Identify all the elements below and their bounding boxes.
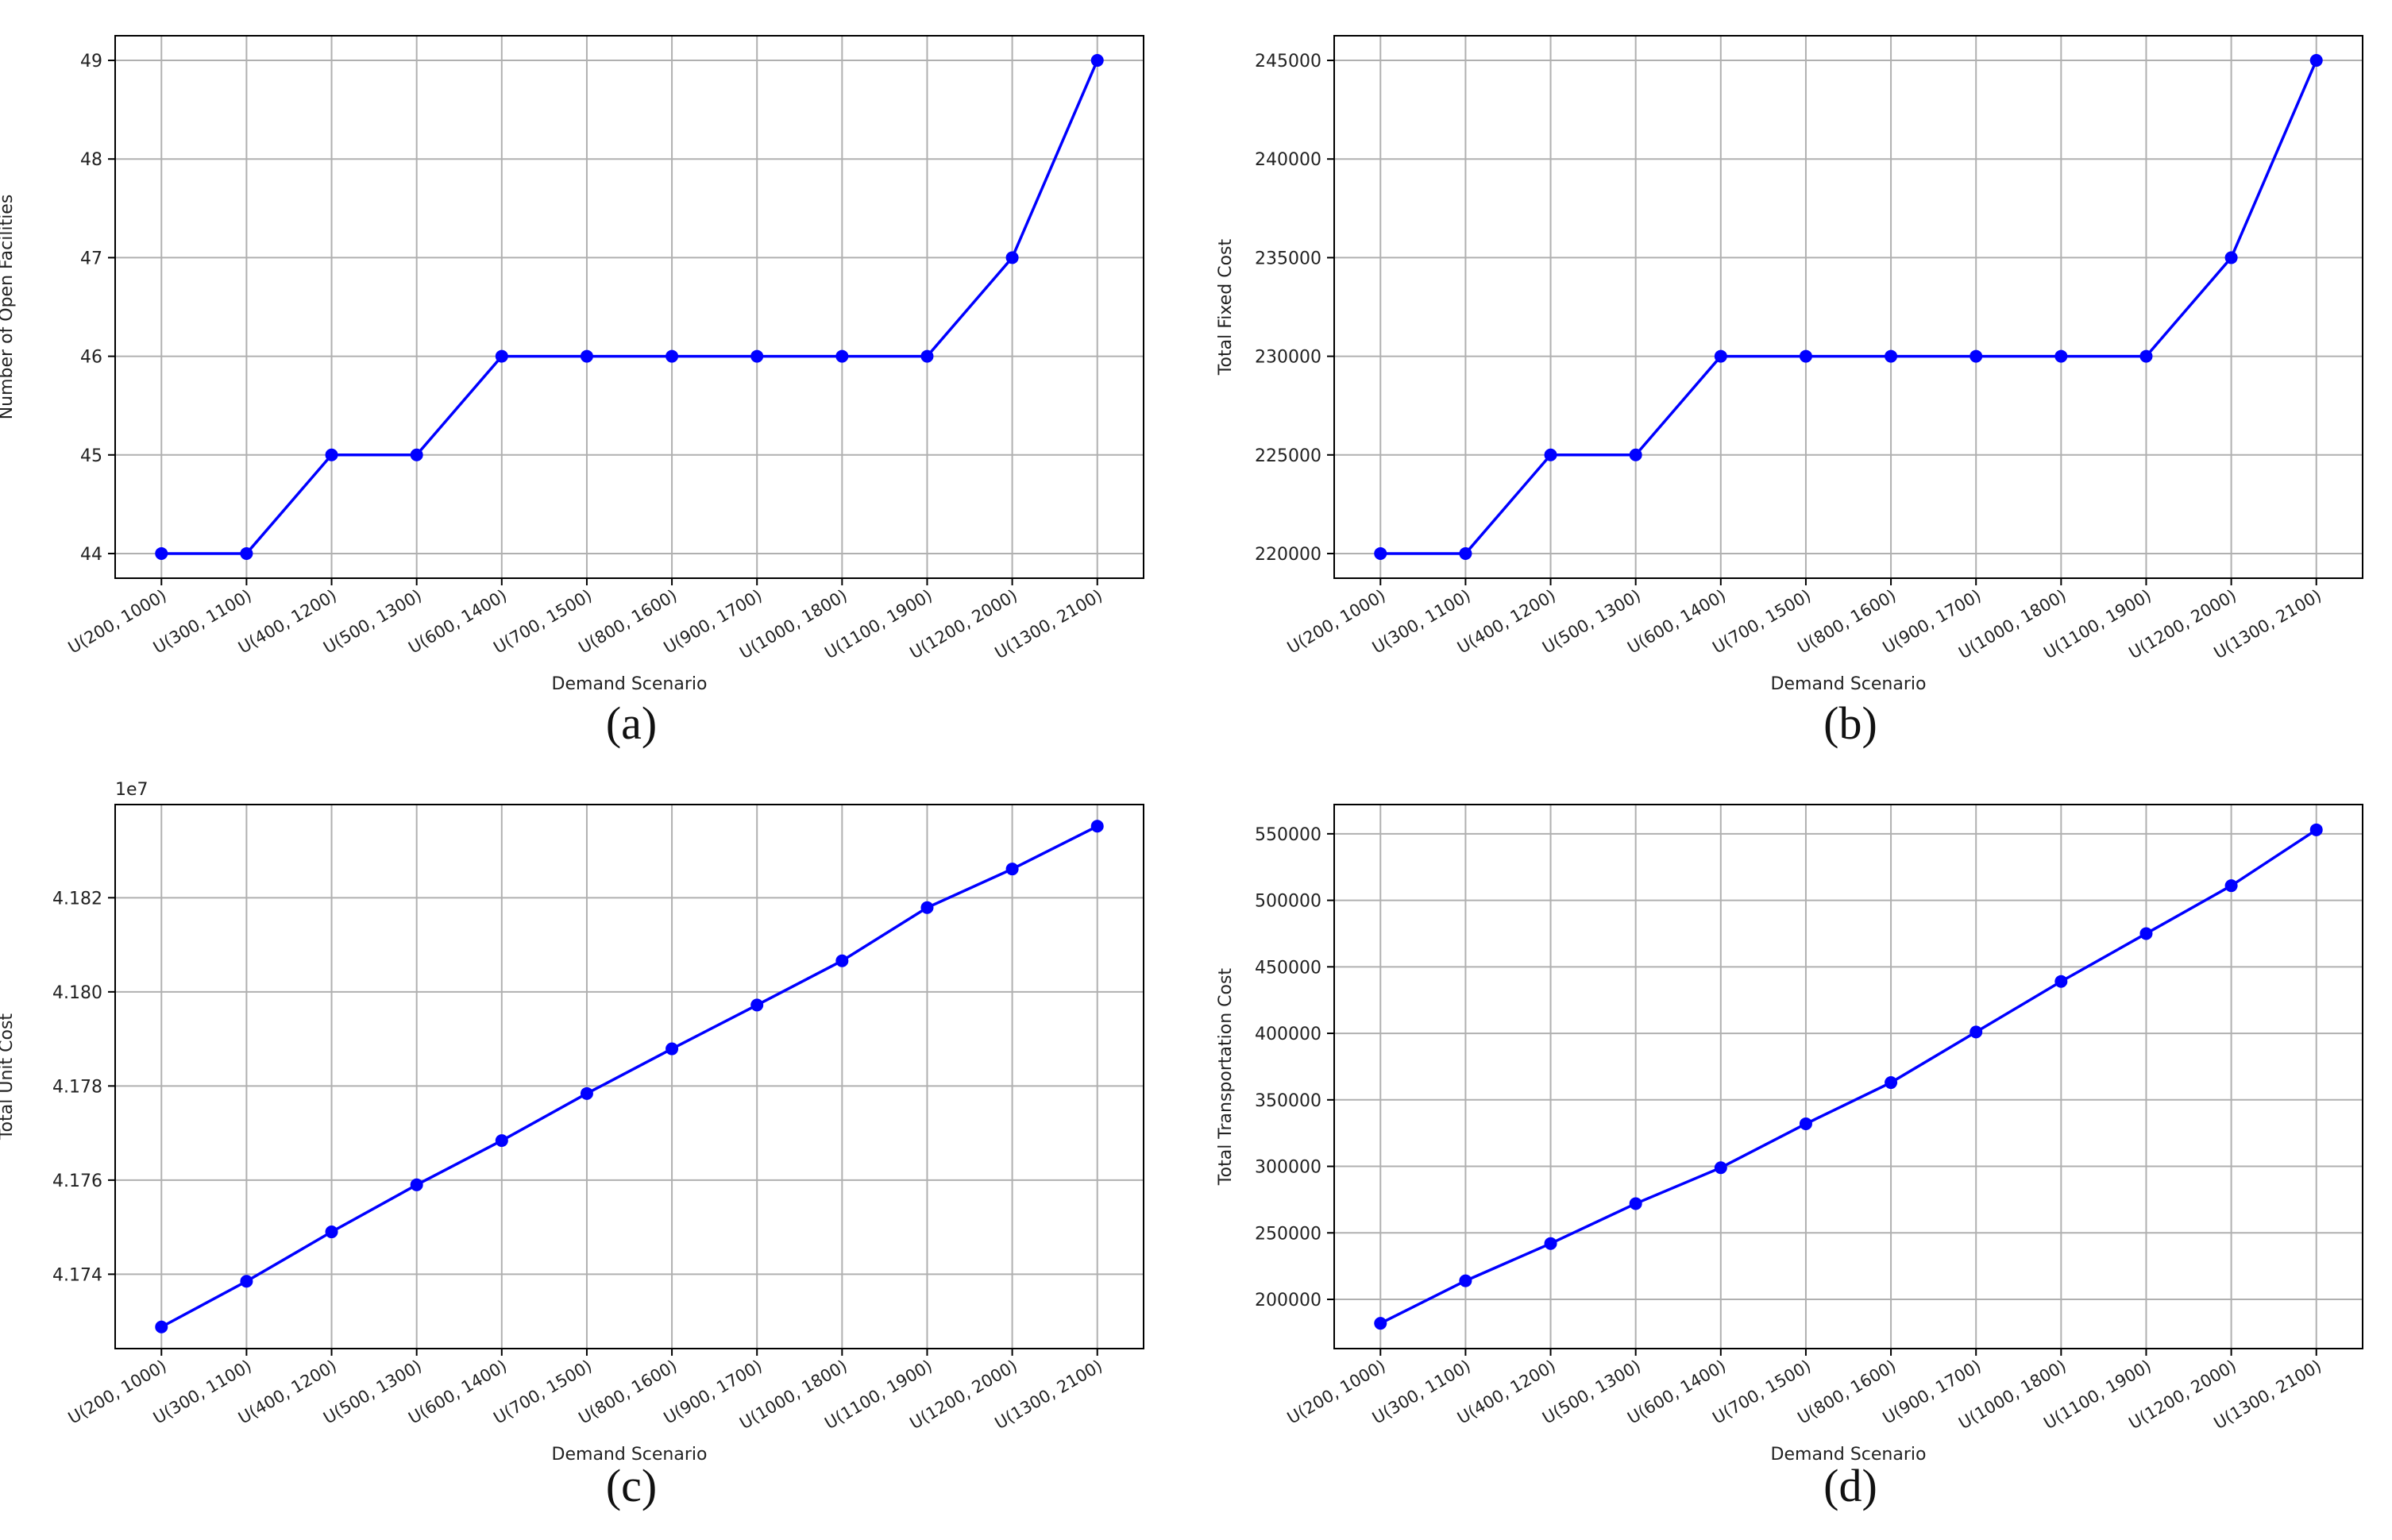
data-point [2139, 349, 2153, 363]
y-tick-label: 49 [80, 52, 102, 71]
data-point [835, 349, 849, 363]
y-tick-label: 220000 [1255, 545, 1321, 565]
data-point [580, 349, 593, 363]
data-point [2054, 975, 2068, 988]
data-point [495, 349, 508, 363]
data-point [410, 448, 423, 461]
data-point [1799, 349, 1812, 363]
axes-frame [114, 804, 1144, 1349]
data-point [1714, 349, 1727, 363]
y-axis-label: Number of Open Facilities [0, 195, 17, 420]
axes-frame [114, 35, 1144, 579]
y-tick-label: 500000 [1255, 892, 1321, 912]
data-point [1885, 349, 1898, 363]
panel-caption: (b) [1823, 697, 1877, 749]
y-tick-label: 48 [80, 150, 102, 170]
series-line [160, 824, 1098, 1329]
x-axis-label: Demand Scenario [552, 674, 708, 694]
y-tick-label: 350000 [1255, 1091, 1321, 1111]
data-point [835, 954, 849, 967]
data-point [1885, 1076, 1898, 1090]
data-point [1090, 820, 1104, 833]
data-point [240, 1275, 253, 1288]
y-tick-label: 450000 [1255, 958, 1321, 978]
y-tick-label: 44 [80, 545, 102, 565]
data-point [2224, 879, 2238, 893]
data-point [1005, 863, 1019, 876]
data-point [750, 349, 764, 363]
data-point [920, 901, 934, 914]
y-tick-label: 47 [80, 249, 102, 268]
data-point [1629, 448, 1642, 461]
x-axis-label: Demand Scenario [552, 1445, 708, 1465]
y-tick-label: 46 [80, 348, 102, 368]
data-point [1374, 1317, 1387, 1330]
series-line [1379, 828, 2317, 1325]
data-point [666, 349, 679, 363]
data-point [1629, 1197, 1642, 1210]
data-point [666, 1042, 679, 1056]
series-line [161, 60, 1099, 555]
data-point [1970, 1025, 1983, 1039]
data-point [920, 349, 934, 363]
axes-frame [1333, 35, 2363, 579]
y-tick-label: 250000 [1255, 1224, 1321, 1244]
y-tick-label: 4.180 [52, 983, 102, 1003]
y-tick-label: 235000 [1255, 249, 1321, 268]
data-point [2309, 823, 2323, 836]
y-tick-label: 245000 [1255, 52, 1321, 71]
data-point [750, 998, 764, 1012]
chart-panel-b: 220000225000230000235000240000245000U(20… [1216, 35, 2363, 749]
y-tick-label: 200000 [1255, 1291, 1321, 1310]
y-tick-label: 225000 [1255, 446, 1321, 466]
y-tick-label: 45 [80, 446, 102, 466]
y-tick-label: 550000 [1255, 825, 1321, 845]
data-point [155, 546, 168, 560]
data-point [1714, 1161, 1727, 1175]
y-axis-label: Total Transportation Cost [1216, 968, 1236, 1187]
y-tick-label: 4.182 [52, 889, 102, 909]
data-point [240, 546, 253, 560]
panel-caption: (c) [606, 1460, 657, 1511]
data-point [1374, 546, 1387, 560]
data-point [1459, 546, 1472, 560]
y-tick-label: 400000 [1255, 1025, 1321, 1044]
data-point [410, 1178, 423, 1191]
data-point [2309, 54, 2323, 68]
data-point [2139, 927, 2153, 940]
data-point [1970, 349, 1983, 363]
data-point [1459, 1274, 1472, 1287]
y-tick-label: 300000 [1255, 1158, 1321, 1178]
y-tick-label: 4.178 [52, 1077, 102, 1097]
data-point [1090, 54, 1104, 68]
y-tick-label: 4.176 [52, 1171, 102, 1191]
data-point [1005, 251, 1019, 264]
y-axis-label: Total Fixed Cost [1216, 238, 1236, 376]
data-point [1544, 1237, 1557, 1250]
data-point [580, 1086, 593, 1100]
data-point [2054, 349, 2068, 363]
data-point [2224, 251, 2238, 264]
y-tick-label: 4.174 [52, 1265, 102, 1285]
axes-frame [1333, 804, 2363, 1349]
data-point [1799, 1117, 1812, 1130]
data-point [325, 448, 338, 461]
y-tick-label: 230000 [1255, 348, 1321, 368]
x-axis-label: Demand Scenario [1771, 674, 1927, 694]
chart-panel-d: 200000 250000 300000 350000 400000 450000 5000… [1216, 804, 2363, 1511]
data-point [1544, 448, 1557, 461]
panel-caption: (d) [1823, 1460, 1877, 1511]
y-tick-label: 240000 [1255, 150, 1321, 170]
data-point [155, 1320, 168, 1334]
axis-offset-label: 1e7 [115, 780, 149, 800]
data-point [495, 1134, 508, 1148]
data-point [325, 1225, 338, 1239]
x-axis-label: Demand Scenario [1771, 1445, 1927, 1465]
series-line [1380, 60, 2318, 555]
y-axis-label: Total Unit Cost [0, 1013, 17, 1141]
panel-caption: (a) [606, 697, 657, 749]
